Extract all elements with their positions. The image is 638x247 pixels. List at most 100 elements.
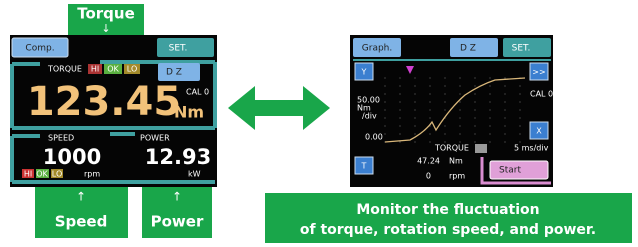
grid-dot: [459, 85, 460, 86]
grid-dot: [414, 77, 415, 78]
grid-dot: [519, 133, 520, 134]
grid-dot: [429, 109, 430, 110]
grid-dot: [399, 109, 400, 110]
grid-dot: [399, 117, 400, 118]
callout-label: Speed: [55, 213, 108, 231]
grid-dot: [489, 133, 490, 134]
grid-dot: [429, 133, 430, 134]
grid-dot: [399, 133, 400, 134]
double-arrow: [228, 86, 330, 130]
judgement: LO: [127, 65, 137, 74]
callout-arrow: ↑: [172, 190, 182, 204]
button-label: D Z: [166, 68, 182, 78]
grid-dot: [504, 117, 505, 118]
grid-dot: [489, 125, 490, 126]
figure: Torque ↓ ↑ Speed ↑ Power Comp. SET. TORQ…: [0, 0, 638, 247]
grid-dot: [384, 93, 385, 94]
grid-dot: [414, 141, 415, 142]
grid-dot: [429, 77, 430, 78]
power-value: 12.93: [145, 145, 211, 169]
grid-dot: [504, 101, 505, 102]
grid-dot: [414, 117, 415, 118]
grid-dot: [459, 109, 460, 110]
panel-label: SPEED: [48, 134, 74, 143]
grid-dot: [399, 101, 400, 102]
grid-dot: [489, 109, 490, 110]
judgement: LO: [52, 170, 62, 179]
grid-dot: [429, 93, 430, 94]
grid-dot: [444, 133, 445, 134]
grid-dot: [459, 125, 460, 126]
grid-dot: [444, 141, 445, 142]
caption-line: Monitor the fluctuation: [356, 202, 539, 218]
readout-value: 47.24: [417, 157, 440, 166]
time-scale: 5 ms/div: [514, 144, 549, 153]
grid-dot: [474, 141, 475, 142]
grid-dot: [384, 117, 385, 118]
grid-dot: [444, 93, 445, 94]
grid-dot: [519, 101, 520, 102]
grid-dot: [384, 101, 385, 102]
channel-button[interactable]: [475, 144, 487, 153]
button-label: SET.: [169, 44, 188, 54]
grid-dot: [444, 85, 445, 86]
grid-dot: [444, 125, 445, 126]
grid-dot: [414, 93, 415, 94]
judgement: HI: [91, 65, 99, 74]
grid-dot: [399, 141, 400, 142]
grid-dot: [519, 93, 520, 94]
grid-dot: [384, 125, 385, 126]
grid-dot: [474, 117, 475, 118]
button-label: T: [361, 162, 367, 171]
grid-dot: [429, 85, 430, 86]
grid-dot: [489, 93, 490, 94]
grid-dot: [399, 85, 400, 86]
torque-value: 123.45: [27, 79, 181, 125]
torque-unit: Nm: [174, 103, 204, 122]
panel-label: TORQUE: [47, 65, 82, 74]
grid-dot: [474, 85, 475, 86]
grid-dot: [414, 133, 415, 134]
grid-dot: [384, 133, 385, 134]
grid-dot: [429, 117, 430, 118]
panel-label: POWER: [140, 134, 170, 143]
grid-dot: [519, 85, 520, 86]
grid-dot: [459, 141, 460, 142]
button-label: Comp.: [25, 44, 54, 54]
button-label: >>: [532, 68, 545, 77]
grid-dot: [414, 109, 415, 110]
grid-dot: [474, 109, 475, 110]
grid-dot: [444, 109, 445, 110]
grid-dot: [519, 141, 520, 142]
cal-label: CAL 0: [186, 88, 209, 97]
grid-dot: [474, 133, 475, 134]
grid-dot: [399, 77, 400, 78]
button-label: X: [536, 127, 542, 136]
button-label: Start: [499, 166, 521, 176]
grid-dot: [414, 85, 415, 86]
y-axis-bottom: 0.00: [365, 133, 383, 142]
grid-dot: [384, 77, 385, 78]
grid-dot: [474, 101, 475, 102]
grid-dot: [429, 141, 430, 142]
speed-unit: rpm: [84, 170, 100, 179]
grid-dot: [474, 125, 475, 126]
grid-dot: [459, 101, 460, 102]
callout-arrow: ↑: [76, 190, 86, 204]
grid-dot: [474, 93, 475, 94]
judgement: OK: [107, 65, 119, 74]
callout-label: Power: [151, 213, 204, 231]
button-label: D Z: [460, 44, 476, 54]
grid-dot: [489, 101, 490, 102]
grid-dot: [444, 77, 445, 78]
grid-dot: [504, 141, 505, 142]
button-label: Y: [361, 68, 367, 77]
grid-dot: [384, 109, 385, 110]
power-unit: kW: [188, 170, 201, 179]
grid-dot: [519, 117, 520, 118]
button-label: Graph.: [362, 44, 392, 54]
grid-dot: [429, 101, 430, 102]
y-axis-per: /div: [362, 112, 377, 121]
grid-dot: [414, 101, 415, 102]
caption-line: of torque, rotation speed, and power.: [300, 222, 596, 238]
